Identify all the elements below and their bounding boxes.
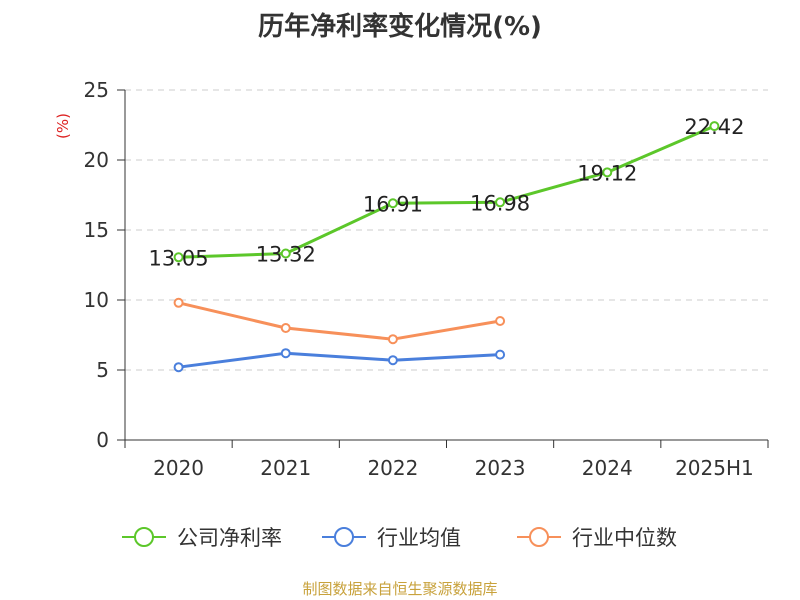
series-1-data-label: 16.91 bbox=[363, 192, 423, 216]
series-1-data-label: 13.32 bbox=[256, 243, 316, 267]
series-1-data-label: 13.05 bbox=[149, 246, 209, 270]
series-1-point bbox=[602, 167, 613, 178]
source-note: 制图数据来自恒生聚源数据库 bbox=[302, 580, 498, 598]
series-2-point bbox=[387, 355, 398, 366]
series-3-point bbox=[280, 323, 291, 333]
series-1-data-label: 16.98 bbox=[470, 191, 530, 215]
y-tick-label: 5 bbox=[96, 358, 109, 382]
chart-title: 历年净利率变化情况(%) bbox=[258, 12, 542, 42]
series-3-point bbox=[173, 297, 184, 308]
y-tick-label: 0 bbox=[96, 428, 109, 452]
x-tick-label: 2023 bbox=[475, 456, 526, 480]
series-3-point bbox=[495, 316, 506, 326]
y-tick-label: 25 bbox=[84, 78, 109, 102]
y-tick-label: 20 bbox=[84, 148, 109, 172]
x-tick-label: 2021 bbox=[260, 456, 311, 480]
series-1-data-label: 22.42 bbox=[684, 115, 744, 139]
legend-item-3-label: 行业中位数 bbox=[572, 526, 677, 550]
series-1-point bbox=[495, 197, 506, 208]
series-1-line bbox=[178, 124, 716, 259]
x-tick-label: 2024 bbox=[582, 456, 633, 480]
series-1-point bbox=[387, 198, 398, 209]
series-1-point bbox=[173, 252, 184, 263]
legend-item-2-label: 行业均值 bbox=[377, 526, 461, 550]
y-axis-label: (%) bbox=[54, 113, 72, 139]
x-tick-label: 2025H1 bbox=[675, 456, 754, 480]
series-3-line bbox=[178, 301, 501, 341]
series-1-point bbox=[280, 248, 291, 259]
legend-item-1-marker bbox=[134, 527, 154, 547]
legend-item-2-marker bbox=[334, 527, 354, 547]
series-2-point bbox=[280, 348, 291, 359]
series-1-data-label: 19.12 bbox=[577, 161, 637, 185]
legend-item-1-label: 公司净利率 bbox=[177, 526, 282, 550]
series-1-point bbox=[709, 121, 720, 132]
series-2-line bbox=[178, 351, 501, 369]
series-2-point bbox=[173, 362, 184, 373]
series-3-point bbox=[387, 334, 398, 345]
x-tick-label: 2022 bbox=[367, 456, 418, 480]
series-2-point bbox=[495, 349, 506, 360]
y-tick-label: 10 bbox=[84, 288, 109, 312]
x-tick-label: 2020 bbox=[153, 456, 204, 480]
legend-item-3-marker bbox=[529, 527, 549, 547]
y-tick-label: 15 bbox=[84, 218, 109, 242]
